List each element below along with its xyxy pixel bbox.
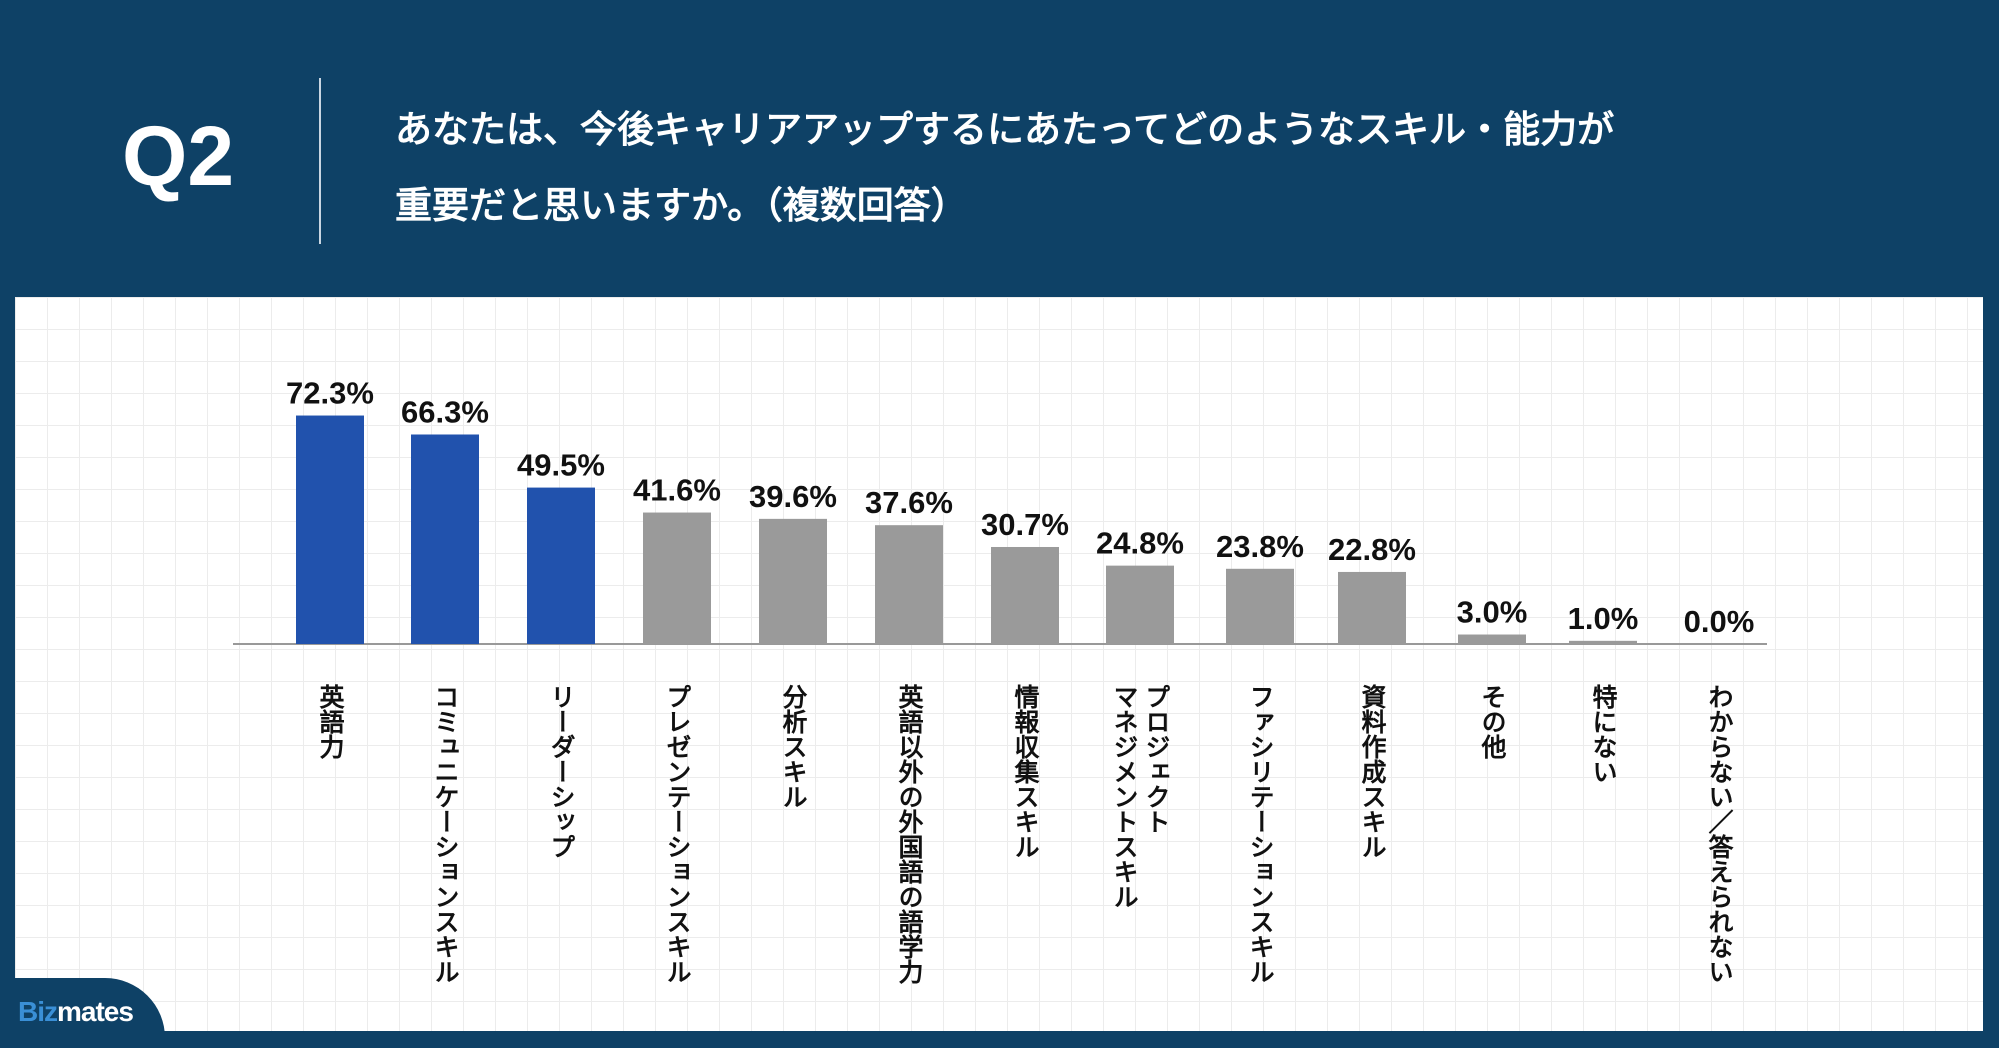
x-tick-label: 情報収集スキル [1011, 684, 1040, 859]
x-tick-label: プロジェクト マネジメントスキル [1110, 684, 1171, 909]
bar [1458, 634, 1526, 644]
bar [875, 525, 943, 644]
question-line-1: あなたは、今後キャリアアップするにあたってどのようなスキル・能力が [395, 108, 1615, 151]
data-label: 3.0% [1457, 595, 1528, 630]
x-tick-label: 資料作成スキル [1358, 684, 1387, 859]
bar [643, 512, 711, 644]
x-tick-label: ファシリテーションスキル [1246, 684, 1275, 984]
x-tick-label: 英語力 [316, 684, 345, 759]
x-tick-label: わからない／答えられない [1705, 684, 1734, 984]
x-tick-label: 特にない [1589, 684, 1618, 784]
bar [1226, 568, 1294, 644]
data-label: 1.0% [1568, 601, 1639, 636]
x-tick-label: その他 [1478, 684, 1507, 759]
x-tick-label: 英語以外の外国語の語学力 [895, 684, 924, 984]
bar [759, 518, 827, 644]
bar [1569, 640, 1637, 644]
data-label: 49.5% [517, 448, 605, 483]
data-label: 23.8% [1216, 529, 1304, 564]
question-text: あなたは、今後キャリアアップするにあたってどのようなスキル・能力が 重要だと思い… [395, 92, 1614, 244]
bar [1338, 571, 1406, 644]
bizmates-logo: Bizmates [18, 996, 134, 1027]
divider [319, 78, 321, 244]
x-tick-label: コミュニケーションスキル [431, 684, 460, 984]
data-label: 72.3% [286, 376, 374, 411]
bar [527, 487, 595, 644]
bar [1106, 565, 1174, 644]
question-number: Q2 [122, 109, 235, 203]
data-label: 0.0% [1684, 604, 1755, 639]
data-label: 22.8% [1328, 532, 1416, 567]
data-label: 37.6% [865, 485, 953, 520]
data-label: 39.6% [749, 479, 837, 514]
question-line-2: 重要だと思いますか。（複数回答） [395, 184, 968, 227]
data-label: 30.7% [981, 507, 1069, 542]
data-label: 41.6% [633, 473, 721, 508]
data-label: 24.8% [1096, 526, 1184, 561]
bar [296, 415, 364, 644]
bar [411, 434, 479, 644]
x-tick-label: 分析スキル [779, 684, 808, 809]
x-tick-label: リーダーシップ [547, 684, 576, 859]
data-label: 66.3% [401, 394, 489, 429]
x-tick-label: プレゼンテーションスキル [663, 684, 692, 984]
bar [991, 546, 1059, 644]
logo-tab [0, 978, 165, 1048]
